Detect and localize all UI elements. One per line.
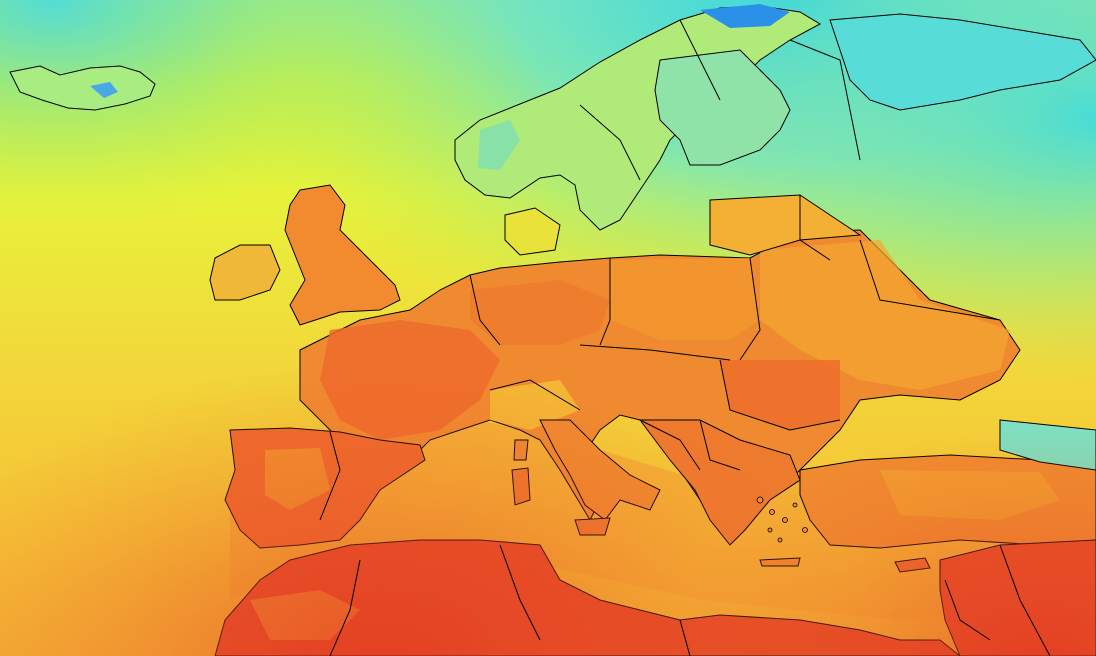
border-finland-russia [789, 39, 861, 161]
border-balkans-1 [639, 419, 701, 471]
border-central-europe [579, 344, 731, 361]
border-syria-iraq [999, 544, 1051, 656]
border-algeria-tunisia [499, 544, 541, 641]
border-norway-sweden [579, 104, 641, 181]
border-sweden-finland [679, 19, 721, 101]
border-alps [489, 379, 581, 411]
border-spain-portugal [319, 431, 341, 521]
border-balkans-2 [699, 419, 741, 471]
border-baltics [799, 195, 831, 261]
border-poland-ukraine [739, 257, 761, 361]
border-libya-egypt [679, 619, 691, 656]
border-morocco-algeria [329, 559, 361, 656]
border-france-germany [469, 274, 501, 346]
border-germany-poland [599, 258, 611, 346]
border-belarus-ukraine [859, 239, 1001, 321]
aegean-islands [756, 496, 808, 543]
border-israel-jordan [944, 579, 991, 641]
country-borders [319, 19, 1051, 656]
border-romania [719, 359, 841, 431]
